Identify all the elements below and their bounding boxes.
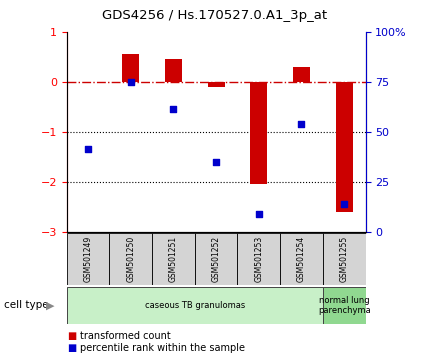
- Text: ▶: ▶: [46, 300, 55, 310]
- Text: GSM501254: GSM501254: [297, 236, 306, 282]
- Text: caseous TB granulomas: caseous TB granulomas: [144, 301, 245, 310]
- Bar: [165, 59, 182, 82]
- Bar: [293, 67, 310, 82]
- Bar: [323, 233, 366, 285]
- Text: GSM501250: GSM501250: [126, 236, 135, 282]
- Point: [298, 121, 305, 127]
- Point: [170, 107, 177, 112]
- Point: [255, 212, 262, 217]
- Bar: [195, 233, 237, 285]
- Text: normal lung
parenchyma: normal lung parenchyma: [318, 296, 371, 315]
- Text: ■: ■: [67, 331, 76, 341]
- Point: [341, 201, 347, 207]
- Text: percentile rank within the sample: percentile rank within the sample: [80, 343, 245, 353]
- Text: GSM501255: GSM501255: [340, 236, 349, 282]
- Text: GSM501252: GSM501252: [212, 236, 221, 282]
- Bar: [208, 82, 224, 87]
- Bar: [237, 233, 280, 285]
- Text: GSM501251: GSM501251: [169, 236, 178, 282]
- Point: [85, 147, 92, 152]
- Bar: [109, 233, 152, 285]
- Text: GSM501249: GSM501249: [83, 236, 92, 282]
- Text: transformed count: transformed count: [80, 331, 170, 341]
- Point: [127, 79, 134, 85]
- Bar: [67, 287, 323, 324]
- Text: cell type: cell type: [4, 300, 49, 310]
- Bar: [250, 82, 267, 184]
- Text: GDS4256 / Hs.170527.0.A1_3p_at: GDS4256 / Hs.170527.0.A1_3p_at: [102, 9, 328, 22]
- Point: [212, 159, 219, 165]
- Text: ■: ■: [67, 343, 76, 353]
- Bar: [323, 287, 366, 324]
- Bar: [122, 55, 139, 82]
- Bar: [152, 233, 195, 285]
- Bar: [335, 82, 353, 212]
- Bar: [280, 233, 323, 285]
- Text: GSM501253: GSM501253: [254, 236, 263, 282]
- Bar: [67, 233, 109, 285]
